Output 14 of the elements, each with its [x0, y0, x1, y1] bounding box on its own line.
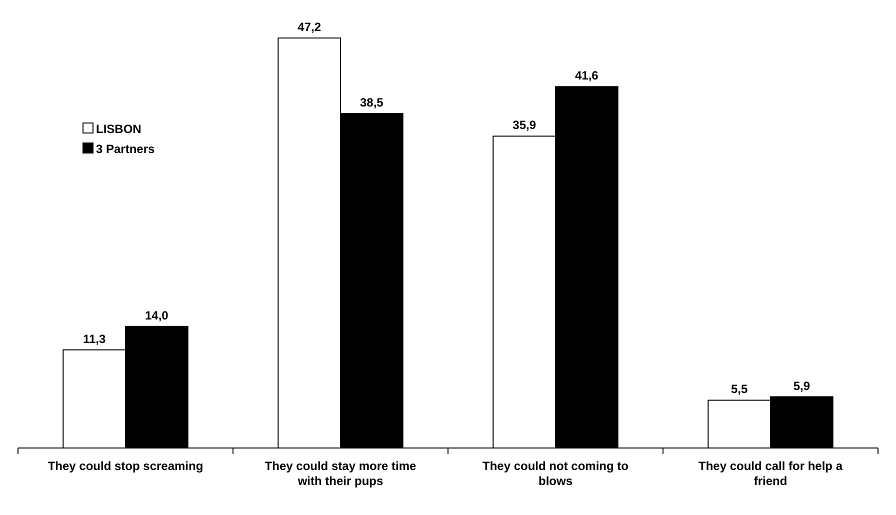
data-label: 11,3	[82, 332, 106, 346]
x-tick-label: They could stay more time with their pups	[264, 459, 417, 488]
x-tick-label: They could stop screaming	[48, 459, 204, 473]
data-label: 38,5	[360, 96, 384, 110]
data-label: 47,2	[298, 20, 322, 34]
data-label: 5,9	[793, 378, 810, 393]
data-label: 35,9	[512, 118, 536, 132]
x-tick-label: They could call for help a friend	[698, 459, 843, 488]
legend-label: LISBON	[96, 122, 142, 136]
data-label: 5,5	[730, 382, 748, 396]
data-label: 41,6	[574, 68, 599, 83]
data-label: 14,0	[144, 308, 169, 322]
x-tick-label: They could not coming to blows	[482, 459, 628, 488]
legend-label: 3 Partners	[96, 142, 156, 156]
